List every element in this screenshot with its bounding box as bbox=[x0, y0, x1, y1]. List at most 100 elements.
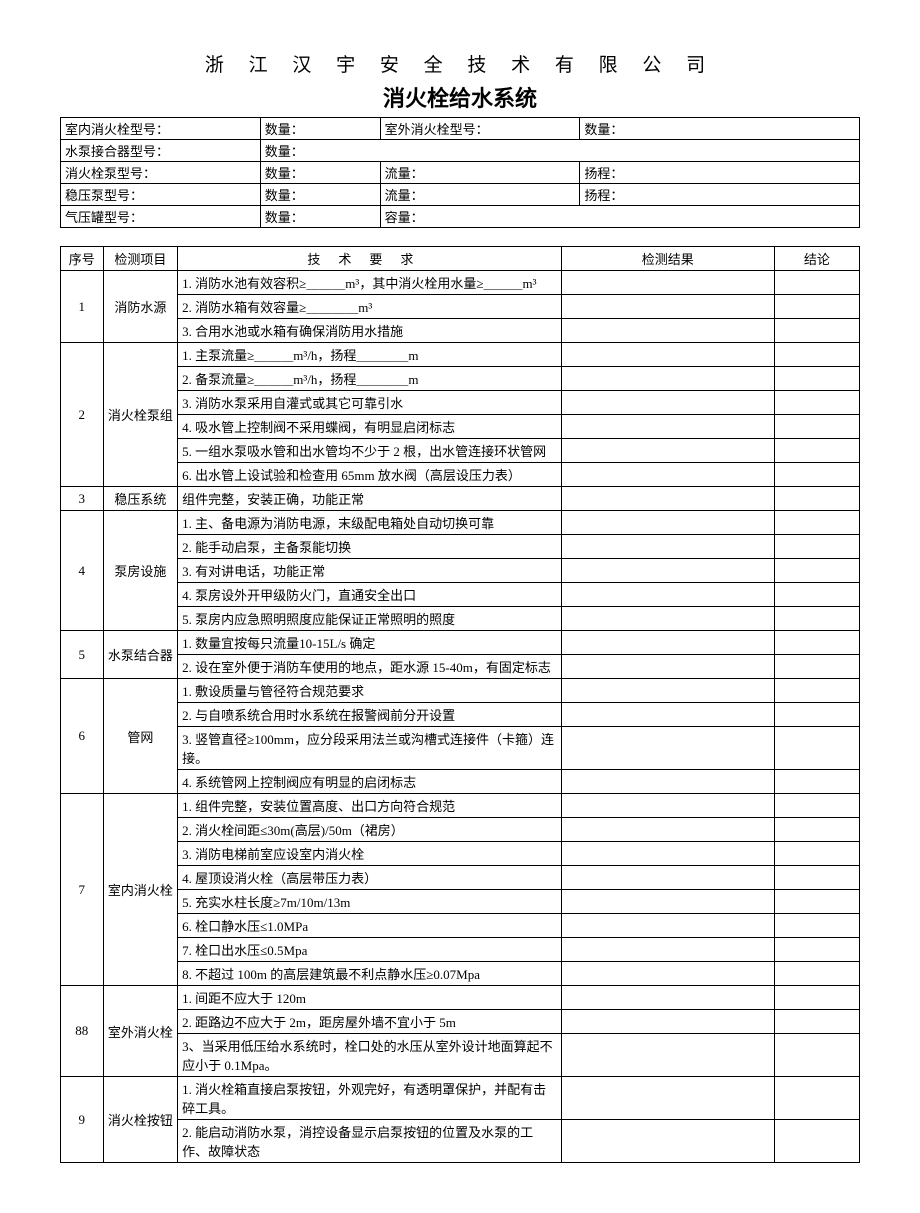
seq-cell: 1 bbox=[61, 271, 104, 343]
seq-cell: 5 bbox=[61, 631, 104, 679]
requirement-cell: 5. 泵房内应急照明照度应能保证正常照明的照度 bbox=[178, 607, 562, 631]
header-info-table: 室内消火栓型号： 数量： 室外消火栓型号： 数量： 水泵接合器型号： 数量： 消… bbox=[60, 117, 860, 228]
seq-cell: 7 bbox=[61, 794, 104, 986]
requirement-cell: 2. 能启动消防水泵，消控设备显示启泵按钮的位置及水泵的工作、故障状态 bbox=[178, 1120, 562, 1163]
company-name: 浙 江 汉 宇 安 全 技 术 有 限 公 司 bbox=[60, 50, 860, 77]
requirement-cell: 1. 组件完整，安装位置高度、出口方向符合规范 bbox=[178, 794, 562, 818]
table-row: 8. 不超过 100m 的高层建筑最不利点静水压≥0.07Mpa bbox=[61, 962, 860, 986]
col-result-header: 检测结果 bbox=[561, 247, 774, 271]
conclusion-cell bbox=[774, 1077, 859, 1120]
item-cell: 室外消火栓 bbox=[103, 986, 178, 1077]
result-cell bbox=[561, 770, 774, 794]
requirement-cell: 3. 消防水泵采用自灌式或其它可靠引水 bbox=[178, 391, 562, 415]
pressure-tank-model-label: 气压罐型号： bbox=[61, 206, 261, 228]
requirement-cell: 2. 与自喷系统合用时水系统在报警阀前分开设置 bbox=[178, 703, 562, 727]
outdoor-hydrant-model-label: 室外消火栓型号： bbox=[380, 118, 580, 140]
conclusion-cell bbox=[774, 343, 859, 367]
item-cell: 消火栓按钮 bbox=[103, 1077, 178, 1163]
table-row: 4泵房设施1. 主、备电源为消防电源，末级配电箱处自动切换可靠 bbox=[61, 511, 860, 535]
conclusion-cell bbox=[774, 271, 859, 295]
requirement-cell: 6. 栓口静水压≤1.0MPa bbox=[178, 914, 562, 938]
item-cell: 室内消火栓 bbox=[103, 794, 178, 986]
result-cell bbox=[561, 1034, 774, 1077]
booster-pump-flow-label: 流量： bbox=[380, 184, 580, 206]
col-req-header: 技术要求 bbox=[178, 247, 562, 271]
indoor-hydrant-qty-label: 数量： bbox=[260, 118, 380, 140]
requirement-cell: 2. 备泵流量≥＿＿＿m³/h，扬程＿＿＿＿m bbox=[178, 367, 562, 391]
conclusion-cell bbox=[774, 463, 859, 487]
result-cell bbox=[561, 938, 774, 962]
requirement-cell: 8. 不超过 100m 的高层建筑最不利点静水压≥0.07Mpa bbox=[178, 962, 562, 986]
conclusion-cell bbox=[774, 962, 859, 986]
requirement-cell: 1. 主泵流量≥＿＿＿m³/h，扬程＿＿＿＿m bbox=[178, 343, 562, 367]
hydrant-pump-model-label: 消火栓泵型号： bbox=[61, 162, 261, 184]
table-row: 3. 竖管直径≥100mm，应分段采用法兰或沟槽式连接件（卡箍）连接。 bbox=[61, 727, 860, 770]
table-row: 2. 与自喷系统合用时水系统在报警阀前分开设置 bbox=[61, 703, 860, 727]
conclusion-cell bbox=[774, 818, 859, 842]
requirement-cell: 5. 一组水泵吸水管和出水管均不少于 2 根，出水管连接环状管网 bbox=[178, 439, 562, 463]
requirement-cell: 4. 吸水管上控制阀不采用蝶阀，有明显启闭标志 bbox=[178, 415, 562, 439]
conclusion-cell bbox=[774, 703, 859, 727]
requirement-cell: 4. 屋顶设消火栓（高层带压力表） bbox=[178, 866, 562, 890]
conclusion-cell bbox=[774, 1120, 859, 1163]
hydrant-pump-qty-label: 数量： bbox=[260, 162, 380, 184]
hydrant-pump-flow-label: 流量： bbox=[380, 162, 580, 184]
conclusion-cell bbox=[774, 559, 859, 583]
requirement-cell: 1. 数量宜按每只流量10-15L/s 确定 bbox=[178, 631, 562, 655]
requirement-cell: 6. 出水管上设试验和检查用 65mm 放水阀（高层设压力表） bbox=[178, 463, 562, 487]
requirement-cell: 7. 栓口出水压≤0.5Mpa bbox=[178, 938, 562, 962]
table-row: 4. 屋顶设消火栓（高层带压力表） bbox=[61, 866, 860, 890]
item-cell: 管网 bbox=[103, 679, 178, 794]
item-cell: 泵房设施 bbox=[103, 511, 178, 631]
table-row: 2. 消火栓间距≤30m(高层)/50m（裙房） bbox=[61, 818, 860, 842]
requirement-cell: 3. 竖管直径≥100mm，应分段采用法兰或沟槽式连接件（卡箍）连接。 bbox=[178, 727, 562, 770]
result-cell bbox=[561, 367, 774, 391]
result-cell bbox=[561, 866, 774, 890]
item-cell: 消防水源 bbox=[103, 271, 178, 343]
result-cell bbox=[561, 583, 774, 607]
conclusion-cell bbox=[774, 914, 859, 938]
conclusion-cell bbox=[774, 367, 859, 391]
table-row: 2. 设在室外便于消防车使用的地点，距水源 15-40m，有固定标志 bbox=[61, 655, 860, 679]
table-row: 3. 消防电梯前室应设室内消火栓 bbox=[61, 842, 860, 866]
outdoor-hydrant-qty-label: 数量： bbox=[580, 118, 860, 140]
requirement-cell: 1. 消防水池有效容积≥＿＿＿m³，其中消火栓用水量≥＿＿＿m³ bbox=[178, 271, 562, 295]
table-row: 5. 泵房内应急照明照度应能保证正常照明的照度 bbox=[61, 607, 860, 631]
table-row: 2消火栓泵组1. 主泵流量≥＿＿＿m³/h，扬程＿＿＿＿m bbox=[61, 343, 860, 367]
result-cell bbox=[561, 559, 774, 583]
result-cell bbox=[561, 914, 774, 938]
requirement-cell: 1. 主、备电源为消防电源，末级配电箱处自动切换可靠 bbox=[178, 511, 562, 535]
requirement-cell: 2. 设在室外便于消防车使用的地点，距水源 15-40m，有固定标志 bbox=[178, 655, 562, 679]
pump-adapter-qty-label: 数量： bbox=[260, 140, 859, 162]
result-cell bbox=[561, 391, 774, 415]
table-row: 7室内消火栓1. 组件完整，安装位置高度、出口方向符合规范 bbox=[61, 794, 860, 818]
booster-pump-model-label: 稳压泵型号： bbox=[61, 184, 261, 206]
table-row: 3. 有对讲电话，功能正常 bbox=[61, 559, 860, 583]
table-row: 5. 充实水柱长度≥7m/10m/13m bbox=[61, 890, 860, 914]
result-cell bbox=[561, 511, 774, 535]
result-cell bbox=[561, 890, 774, 914]
seq-cell: 4 bbox=[61, 511, 104, 631]
table-row: 2. 消防水箱有效容量≥＿＿＿＿m³ bbox=[61, 295, 860, 319]
conclusion-cell bbox=[774, 938, 859, 962]
conclusion-cell bbox=[774, 391, 859, 415]
conclusion-cell bbox=[774, 319, 859, 343]
table-row: 3. 合用水池或水箱有确保消防用水措施 bbox=[61, 319, 860, 343]
result-cell bbox=[561, 727, 774, 770]
result-cell bbox=[561, 794, 774, 818]
item-cell: 水泵结合器 bbox=[103, 631, 178, 679]
table-row: 3稳压系统组件完整，安装正确，功能正常 bbox=[61, 487, 860, 511]
requirement-cell: 4. 系统管网上控制阀应有明显的启闭标志 bbox=[178, 770, 562, 794]
requirement-cell: 1. 间距不应大于 120m bbox=[178, 986, 562, 1010]
conclusion-cell bbox=[774, 986, 859, 1010]
hydrant-pump-head-label: 扬程： bbox=[580, 162, 860, 184]
table-row: 7. 栓口出水压≤0.5Mpa bbox=[61, 938, 860, 962]
inspection-table: 序号 检测项目 技术要求 检测结果 结论 1消防水源1. 消防水池有效容积≥＿＿… bbox=[60, 246, 860, 1163]
result-cell bbox=[561, 1120, 774, 1163]
result-cell bbox=[561, 1077, 774, 1120]
result-cell bbox=[561, 962, 774, 986]
table-row: 88室外消火栓1. 间距不应大于 120m bbox=[61, 986, 860, 1010]
conclusion-cell bbox=[774, 1034, 859, 1077]
result-cell bbox=[561, 842, 774, 866]
booster-pump-head-label: 扬程： bbox=[580, 184, 860, 206]
